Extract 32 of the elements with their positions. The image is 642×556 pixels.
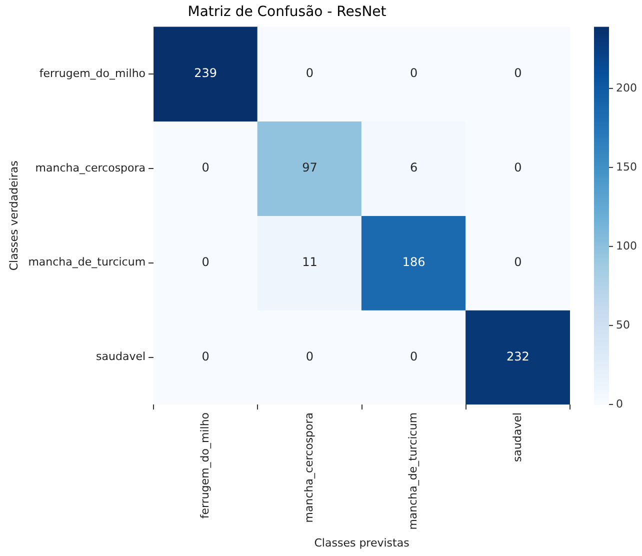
x-tick-label: mancha_cercospora [302,412,316,523]
color-bar-label: 100 [616,239,637,252]
data-label: 0 [514,66,522,80]
x-tick-label: ferrugem_do_milho [198,412,212,519]
y-tick-label: mancha_de_turcicum [28,256,146,269]
data-label: 239 [194,66,218,80]
x-axis-title: Classes previstas [314,536,410,550]
data-label: 0 [306,66,314,80]
x-tick-label: saudavel [510,412,524,462]
chart-title: Matriz de Confusão - ResNet [188,4,387,20]
color-bar-label: 0 [616,397,623,410]
data-label: 0 [202,160,210,175]
x-tick-label: mancha_de_turcicum [406,412,420,530]
data-label: 0 [306,349,314,364]
data-label: 6 [410,160,418,175]
y-tick-label: saudavel [96,350,146,364]
color-bar-label: 50 [616,318,630,332]
color-bar-label: 150 [616,160,637,174]
y-tick-label: ferrugem_do_milho [39,66,146,80]
data-label: 97 [302,160,318,175]
y-tick-label: mancha_cercospora [35,161,146,174]
data-label: 232 [506,349,530,364]
data-label: 0 [202,254,210,269]
data-label: 0 [514,160,522,175]
data-label: 186 [402,254,426,269]
data-label: 0 [410,349,418,364]
color-bar-label: 200 [616,81,637,94]
data-label: 0 [202,349,210,364]
data-label: 0 [410,66,418,80]
y-axis-title: Classes verdadeiras [7,160,20,271]
data-label: 11 [302,254,318,269]
data-label: 0 [514,254,522,269]
